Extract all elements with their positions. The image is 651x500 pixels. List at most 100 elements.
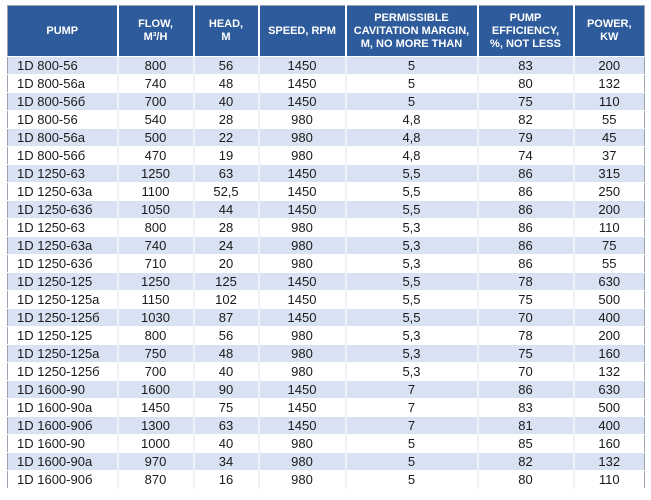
cell-speed: 980 [257,110,346,129]
cell-flow: 500 [116,128,194,147]
column-header-head: HEAD, M [192,5,259,57]
cell-efficiency: 80 [476,470,574,489]
cell-speed: 980 [257,344,346,363]
cell-flow: 750 [116,344,194,363]
table-row: 1D 1600-90б 1300 63 1450 7 81 400 [7,416,645,435]
cell-cavitation: 7 [344,416,478,435]
cell-pump: 1D 1600-90a [7,452,118,471]
cell-power: 500 [572,290,645,309]
cell-cavitation: 5 [344,452,478,471]
table-row: 1D 800-56 540 28 980 4,8 82 55 [7,110,645,129]
cell-cavitation: 5,3 [344,344,478,363]
cell-head: 125 [192,272,259,291]
cell-cavitation: 5,3 [344,362,478,381]
table-row: 1D 1250-125a 750 48 980 5,3 75 160 [7,344,645,363]
cell-flow: 870 [116,470,194,489]
cell-pump: 1D 1250-125a [7,290,118,309]
cell-power: 55 [572,254,645,273]
cell-flow: 710 [116,254,194,273]
table-row: 1D 1600-90a 970 34 980 5 82 132 [7,452,645,471]
cell-speed: 1450 [257,398,346,417]
cell-efficiency: 79 [476,128,574,147]
cell-speed: 980 [257,254,346,273]
cell-efficiency: 86 [476,164,574,183]
cell-power: 110 [572,92,645,111]
cell-pump: 1D 1600-90 [7,434,118,453]
cell-power: 37 [572,146,645,165]
cell-speed: 1450 [257,308,346,327]
table-row: 1D 1250-125б 700 40 980 5,3 70 132 [7,362,645,381]
cell-power: 200 [572,200,645,219]
cell-efficiency: 81 [476,416,574,435]
cell-speed: 980 [257,362,346,381]
cell-pump: 1D 1250-63a [7,182,118,201]
cell-flow: 1600 [116,380,194,399]
table-row: 1D 1250-125 800 56 980 5,3 78 200 [7,326,645,345]
cell-speed: 1450 [257,290,346,309]
cell-pump: 1D 1250-125a [7,344,118,363]
cell-flow: 470 [116,146,194,165]
pump-spec-table: PUMP FLOW, M³/H HEAD, M SPEED, RPM PERMI… [7,5,645,489]
cell-cavitation: 5,3 [344,326,478,345]
column-header-pump: PUMP [7,5,118,57]
cell-power: 400 [572,416,645,435]
cell-cavitation: 5,5 [344,308,478,327]
cell-power: 75 [572,236,645,255]
cell-pump: 1D 800-56a [7,74,118,93]
cell-efficiency: 70 [476,362,574,381]
cell-head: 90 [192,380,259,399]
cell-power: 132 [572,452,645,471]
table-row: 1D 800-56 800 56 1450 5 83 200 [7,56,645,75]
cell-flow: 740 [116,236,194,255]
cell-cavitation: 5,3 [344,218,478,237]
cell-efficiency: 86 [476,254,574,273]
cell-head: 102 [192,290,259,309]
cell-power: 250 [572,182,645,201]
cell-pump: 1D 1250-125б [7,308,118,327]
cell-cavitation: 5 [344,56,478,75]
cell-cavitation: 7 [344,398,478,417]
cell-flow: 1250 [116,272,194,291]
cell-head: 40 [192,362,259,381]
cell-speed: 980 [257,434,346,453]
cell-cavitation: 5 [344,470,478,489]
cell-head: 56 [192,56,259,75]
cell-efficiency: 86 [476,200,574,219]
cell-pump: 1D 1250-125 [7,272,118,291]
cell-flow: 700 [116,362,194,381]
cell-efficiency: 78 [476,272,574,291]
cell-speed: 980 [257,452,346,471]
cell-cavitation: 4,8 [344,146,478,165]
cell-cavitation: 5 [344,434,478,453]
cell-speed: 980 [257,218,346,237]
table-row: 1D 1250-63 800 28 980 5,3 86 110 [7,218,645,237]
cell-head: 75 [192,398,259,417]
cell-speed: 1450 [257,380,346,399]
cell-cavitation: 5,5 [344,272,478,291]
cell-speed: 1450 [257,200,346,219]
cell-speed: 1450 [257,182,346,201]
cell-pump: 1D 1250-63б [7,200,118,219]
cell-cavitation: 5,5 [344,182,478,201]
header-row: PUMP FLOW, M³/H HEAD, M SPEED, RPM PERMI… [7,5,645,57]
pump-spec-table-container: PUMP FLOW, M³/H HEAD, M SPEED, RPM PERMI… [7,5,645,489]
table-row: 1D 800-56a 740 48 1450 5 80 132 [7,74,645,93]
cell-head: 44 [192,200,259,219]
cell-efficiency: 86 [476,380,574,399]
cell-flow: 970 [116,452,194,471]
cell-speed: 980 [257,236,346,255]
cell-flow: 800 [116,218,194,237]
table-row: 1D 1250-63б 1050 44 1450 5,5 86 200 [7,200,645,219]
pump-table-body: 1D 800-56 800 56 1450 5 83 200 1D 800-56a 740 48 1… [7,56,645,489]
cell-pump: 1D 1600-90a [7,398,118,417]
cell-head: 40 [192,92,259,111]
cell-power: 110 [572,470,645,489]
cell-speed: 1450 [257,416,346,435]
cell-cavitation: 5,5 [344,290,478,309]
cell-pump: 1D 1250-63a [7,236,118,255]
table-row: 1D 1600-90a 1450 75 1450 7 83 500 [7,398,645,417]
cell-pump: 1D 1600-90б [7,416,118,435]
cell-pump: 1D 1600-90 [7,380,118,399]
cell-speed: 980 [257,470,346,489]
cell-pump: 1D 1600-90б [7,470,118,489]
